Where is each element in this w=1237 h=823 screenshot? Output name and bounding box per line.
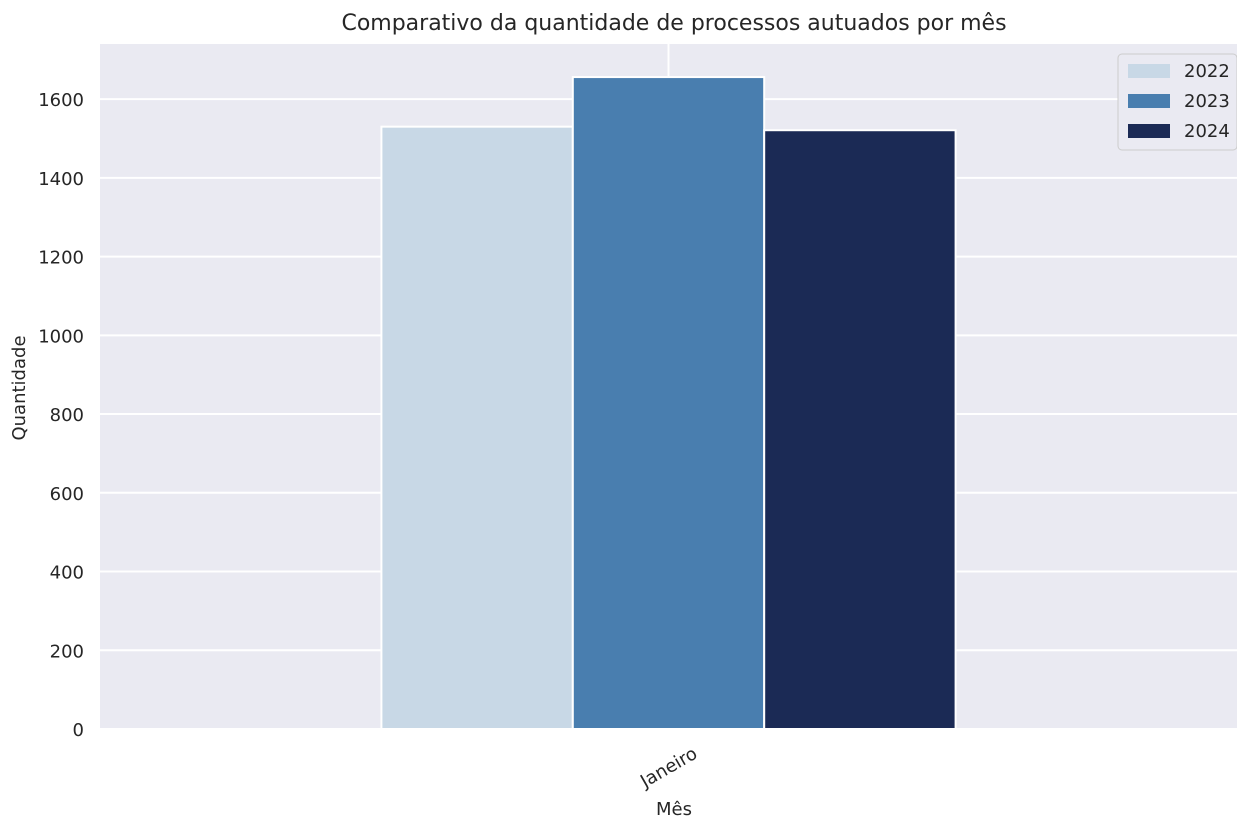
x-tick-label: Janeiro bbox=[636, 743, 701, 793]
y-tick-label: 600 bbox=[50, 484, 84, 505]
y-tick-label: 200 bbox=[50, 641, 84, 662]
legend-swatch-2024 bbox=[1128, 124, 1170, 138]
y-axis-label: Quantidade bbox=[9, 335, 30, 440]
chart-title: Comparativo da quantidade de processos a… bbox=[341, 11, 1006, 36]
y-tick-label: 1200 bbox=[38, 248, 84, 269]
legend: 2022 2023 2024 bbox=[1117, 53, 1237, 151]
x-axis-ticks: Janeiro bbox=[636, 743, 701, 793]
y-tick-label: 400 bbox=[50, 563, 84, 584]
y-axis-ticks: 0 200 400 600 800 1000 1200 1400 1600 bbox=[38, 90, 84, 741]
bar-2023 bbox=[571, 76, 766, 730]
y-tick-label: 1600 bbox=[38, 90, 84, 111]
legend-label: 2022 bbox=[1184, 61, 1230, 82]
bar-2022 bbox=[380, 125, 574, 730]
legend-label: 2024 bbox=[1184, 121, 1230, 142]
y-tick-label: 800 bbox=[50, 405, 84, 426]
y-tick-label: 1400 bbox=[38, 169, 84, 190]
bars bbox=[380, 76, 957, 730]
legend-swatch-2022 bbox=[1128, 64, 1170, 78]
y-tick-label: 1000 bbox=[38, 326, 84, 347]
y-tick-label: 0 bbox=[73, 720, 84, 741]
x-axis-label: Mês bbox=[656, 799, 692, 819]
legend-label: 2023 bbox=[1184, 91, 1230, 112]
legend-swatch-2023 bbox=[1128, 94, 1170, 108]
bar-2024 bbox=[763, 129, 957, 730]
